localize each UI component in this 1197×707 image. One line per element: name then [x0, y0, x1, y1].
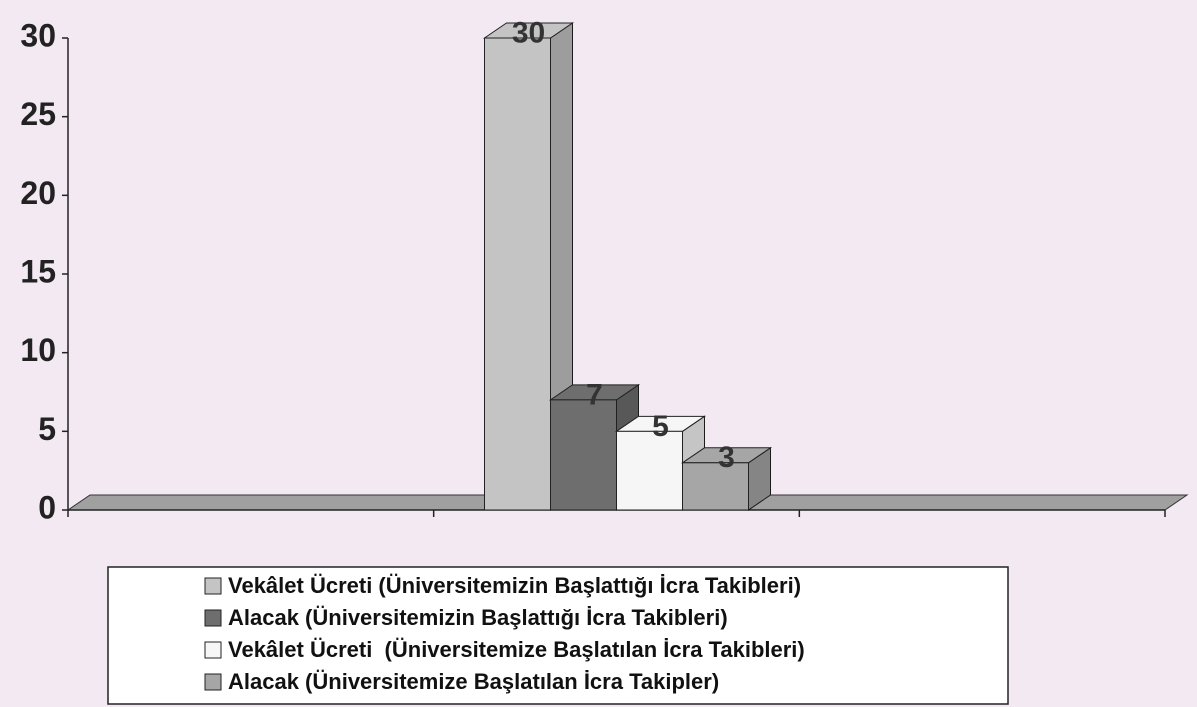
data-label: 5 [652, 410, 669, 443]
y-tick-label: 15 [20, 253, 56, 289]
legend-swatch [204, 673, 222, 691]
y-tick-label: 10 [20, 332, 56, 368]
data-label: 3 [718, 441, 735, 474]
y-tick-label: 30 [20, 17, 56, 53]
legend-label: Alacak (Üniversitemize Başlatılan İcra T… [228, 669, 719, 694]
y-tick-label: 5 [38, 411, 56, 447]
bar [682, 462, 749, 511]
y-tick-label: 20 [20, 175, 56, 211]
legend-label: Alacak (Üniversitemizin Başlattığı İcra … [228, 605, 728, 630]
data-label: 7 [586, 378, 603, 411]
legend-swatch [204, 641, 222, 659]
bar [484, 37, 551, 511]
y-tick-label: 25 [20, 96, 56, 132]
legend-swatch [204, 577, 222, 595]
data-label: 30 [512, 16, 545, 49]
legend-label: Vekâlet Ücreti (Üniversitemizin Başlattı… [228, 573, 801, 598]
y-tick-label: 0 [38, 489, 56, 525]
bar [550, 399, 617, 511]
legend-box [107, 566, 1009, 705]
legend-swatch [204, 609, 222, 627]
bar [616, 430, 683, 511]
legend-label: Vekâlet Ücreti (Üniversitemize Başlatıla… [228, 637, 805, 662]
